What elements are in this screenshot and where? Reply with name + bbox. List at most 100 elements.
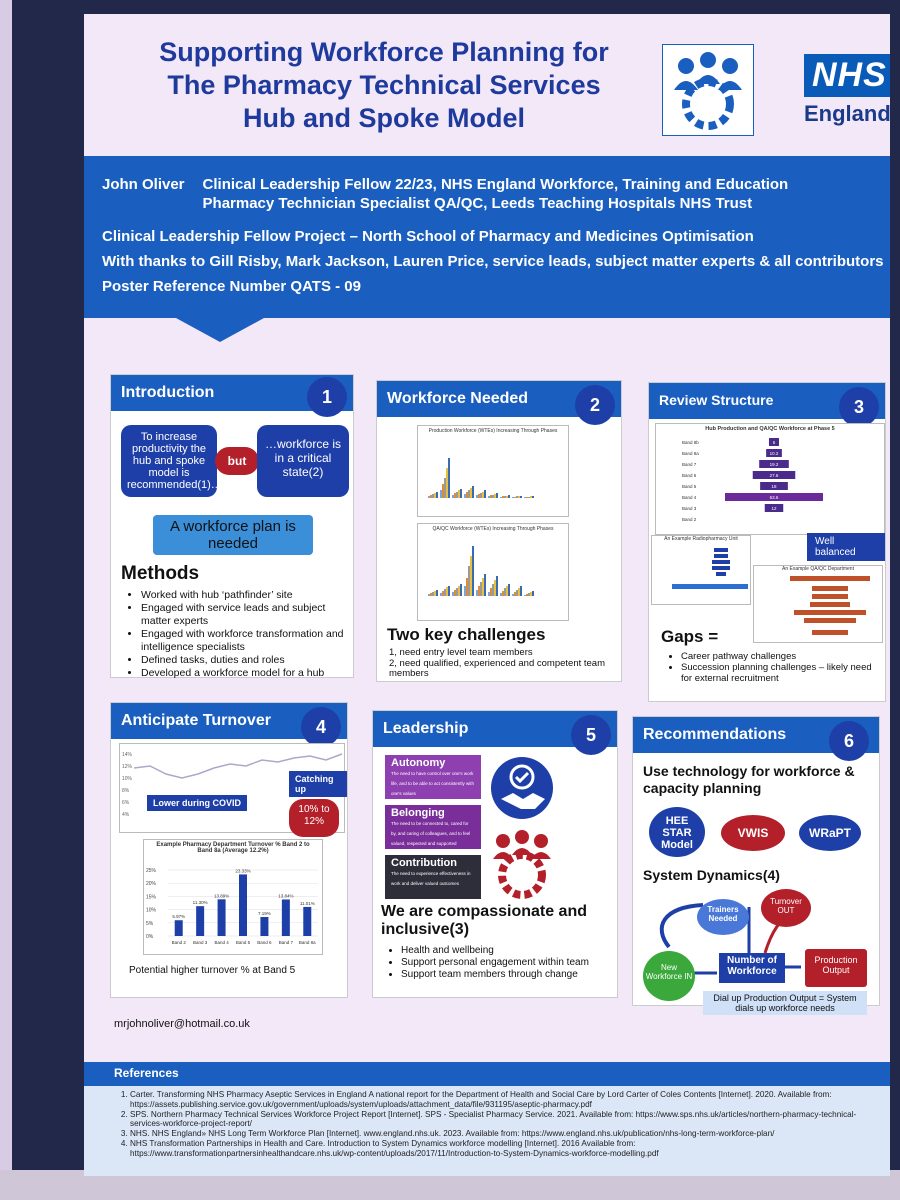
thumb-bar	[458, 586, 460, 596]
section-number: 5	[571, 715, 611, 755]
poster-title: Supporting Workforce Planning for The Ph…	[104, 36, 664, 135]
trainers-needed-node: Trainers Needed	[697, 899, 749, 935]
author-role: Clinical Leadership Fellow 22/23, NHS En…	[202, 176, 789, 193]
thumb-bar	[444, 478, 446, 498]
row-title: Contribution	[391, 857, 457, 869]
thumb-bar	[480, 493, 482, 498]
thumb-bar	[466, 492, 468, 498]
thumb-bar	[430, 593, 432, 596]
y-tick-label: Band 2	[682, 517, 697, 522]
data-label: 13.84%	[278, 893, 293, 898]
thumb-bar	[466, 578, 468, 596]
turnover-bar	[281, 899, 290, 936]
thumb-bar	[428, 594, 430, 596]
thumb-bar	[468, 490, 470, 498]
list-item: Health and wellbeing	[401, 945, 613, 957]
team-gear-icon	[662, 44, 754, 136]
x-tick-label: Band 6	[257, 940, 272, 945]
thumb-bar	[508, 584, 510, 596]
dial-up-note: Dial up Production Output = System dials…	[703, 991, 867, 1015]
thumb-bar	[524, 595, 526, 596]
number-of-workforce-node: Number of Workforce	[719, 953, 785, 983]
turnover-bar	[174, 920, 183, 936]
thumb-bar	[528, 593, 530, 596]
chart-title: An Example QA/QC Department	[782, 566, 854, 572]
thumb-bar	[448, 586, 450, 596]
production-bars	[428, 458, 534, 498]
chart-title: Hub Production and QA/QC Workforce at Ph…	[705, 426, 835, 432]
intro-bubble-left: To increase productivity the hub and spo…	[121, 425, 222, 497]
thumb-bar	[460, 489, 462, 498]
qaqc-dept-chart: An Example QA/QC Department	[753, 565, 883, 643]
pyramid-bar	[760, 482, 788, 490]
data-label: 7.19%	[258, 911, 271, 916]
thumb-bar	[496, 576, 498, 596]
x-tick-label: Band 5	[236, 940, 251, 945]
pyramid-chart: Hub Production and QA/QC Workforce at Ph…	[655, 423, 885, 535]
thumb-bar	[532, 591, 534, 596]
y-tick-label: Band 5	[682, 484, 697, 489]
list-item: Engaged with workforce transformation an…	[141, 628, 349, 654]
contribution-row: Contribution The need to experience effec…	[385, 855, 481, 899]
pyramid-bar	[759, 460, 789, 468]
section-number: 1	[307, 377, 347, 417]
challenge-item: 1, need entry level team members	[389, 647, 533, 658]
thumb-bar	[508, 495, 510, 498]
data-label: 13.89%	[214, 893, 229, 898]
thumb-bar	[434, 591, 436, 596]
thumb-bar	[482, 578, 484, 596]
svg-text:10%: 10%	[122, 776, 133, 782]
section-number: 3	[839, 387, 879, 427]
references-title: References	[84, 1062, 890, 1086]
section-number: 4	[301, 707, 341, 747]
thumb-bar	[472, 486, 474, 498]
intro-bubble-right: …workforce is in a critical state(2)	[257, 425, 349, 497]
system-dynamics-heading: System Dynamics(4)	[643, 867, 780, 883]
author-name: John Oliver	[102, 176, 185, 193]
thanks-line: With thanks to Gill Risby, Mark Jackson,…	[102, 253, 884, 270]
reference-item: NHS Transformation Partnerships in Healt…	[130, 1139, 860, 1159]
radio-bars	[672, 548, 748, 589]
thumb-bar	[506, 496, 508, 498]
thumb-bar	[480, 582, 482, 596]
svg-text:14%: 14%	[122, 752, 133, 758]
recommendations-card: Recommendations 6 Use technology for wor…	[632, 716, 880, 1015]
y-tick-label: 10%	[146, 908, 157, 914]
thumb-bar	[530, 496, 532, 498]
handshake-check-icon	[491, 757, 553, 819]
data-label: 11.30%	[193, 900, 208, 905]
new-workforce-node: New Workforce IN	[643, 951, 695, 1001]
thumb-bar	[504, 496, 506, 498]
row-title: Belonging	[391, 807, 445, 819]
well-balanced-label: Well balanced	[807, 533, 885, 561]
y-tick-label: Band 6	[682, 473, 697, 478]
chart-title: Example Pharmacy Department Turnover % B…	[156, 842, 310, 854]
thumb-bar	[492, 584, 494, 596]
data-label: 23.33%	[235, 868, 250, 873]
thumb-bar	[440, 593, 442, 596]
thumb-bar	[516, 496, 518, 498]
thumb-bar	[452, 495, 454, 498]
y-tick-label: 5%	[146, 921, 154, 927]
chart-title: QA/QC Workforce (WTEs) Increasing Throug…	[432, 526, 554, 532]
thumb-bar	[456, 588, 458, 596]
data-label: 6	[773, 440, 776, 445]
catching-up-label: Catching up	[289, 771, 347, 797]
data-label: 63.6	[770, 495, 779, 500]
radiopharmacy-chart: An Example Radiopharmacy Unit	[651, 535, 751, 605]
thumb-bar	[478, 586, 480, 596]
thumb-bar	[488, 592, 490, 596]
x-tick-label: Band 7	[279, 940, 294, 945]
thumb-bar	[526, 497, 528, 498]
thumb-bar	[448, 458, 450, 498]
row-title: Autonomy	[391, 757, 446, 769]
author-email[interactable]: mrjohnoliver@hotmail.co.uk	[114, 1018, 250, 1030]
list-item: Defined tasks, duties and roles	[141, 654, 349, 667]
thumb-bar	[484, 574, 486, 596]
gaps-list: Career pathway challenges Succession pla…	[665, 651, 883, 684]
thumb-bar	[452, 592, 454, 596]
turnover-bar	[260, 917, 269, 936]
thumb-bar	[464, 586, 466, 596]
thumb-bar	[454, 493, 456, 498]
reference-item: Carter. Transforming NHS Pharmacy Asepti…	[130, 1090, 860, 1110]
